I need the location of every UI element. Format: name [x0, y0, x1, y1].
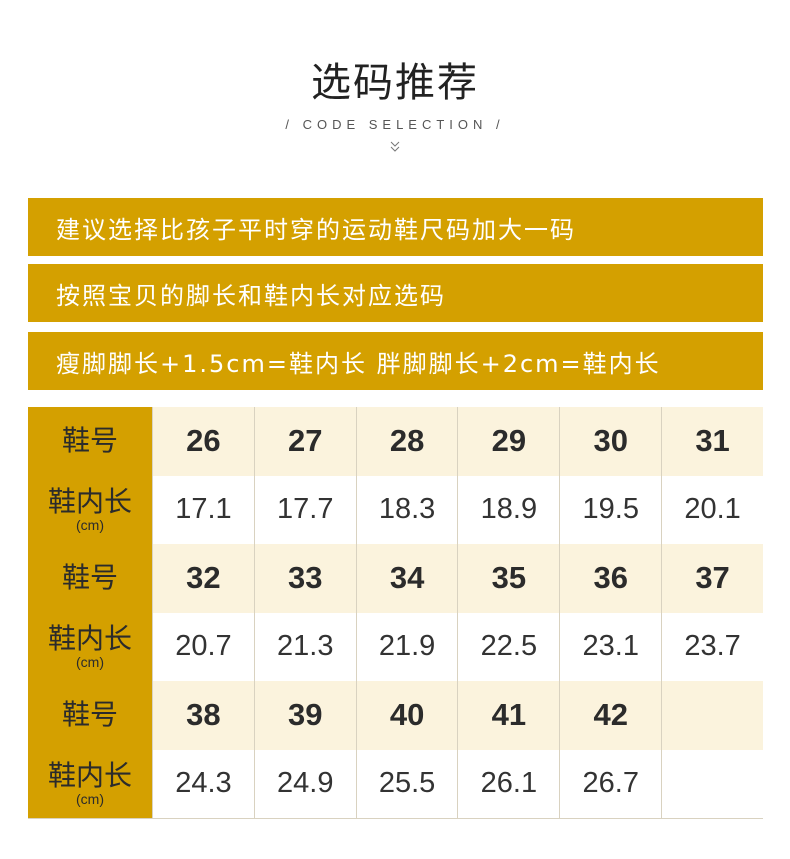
- size-cell: 42: [559, 681, 662, 750]
- length-cell: 25.5: [355, 749, 458, 818]
- tip-banner-1: 建议选择比孩子平时穿的运动鞋尺码加大一码: [28, 198, 763, 256]
- size-cell: 37: [661, 544, 763, 613]
- length-cell: 26.7: [559, 749, 662, 818]
- length-header: 鞋内长 (cm): [28, 612, 152, 681]
- length-unit: (cm): [76, 653, 104, 670]
- size-header: 鞋号: [28, 407, 152, 476]
- size-cell: 27: [253, 407, 356, 476]
- tip-banner-3: 瘦脚脚长+1.5cm=鞋内长 胖脚脚长+2cm=鞋内长: [28, 332, 763, 390]
- size-row: 鞋号 32 33 34 35 36 37: [28, 544, 763, 613]
- size-cell: 26: [152, 407, 254, 476]
- length-cell: 23.7: [661, 612, 763, 681]
- size-cell: 28: [355, 407, 458, 476]
- size-cell: 40: [355, 681, 458, 750]
- length-cell: 18.3: [355, 475, 458, 544]
- size-cell: 33: [253, 544, 356, 613]
- length-cell: 24.9: [253, 749, 356, 818]
- size-cell: 38: [152, 681, 254, 750]
- size-cell: 34: [355, 544, 458, 613]
- size-row: 鞋号 38 39 40 41 42: [28, 681, 763, 750]
- length-label: 鞋内长: [47, 758, 132, 792]
- length-cell: 17.1: [152, 475, 254, 544]
- length-row: 鞋内长 (cm) 24.3 24.9 25.5 26.1 26.7: [28, 749, 763, 818]
- length-cell: 18.9: [457, 475, 560, 544]
- size-cell: 29: [457, 407, 560, 476]
- size-label: 鞋号: [61, 698, 118, 732]
- size-cell: 39: [253, 681, 356, 750]
- length-label: 鞋内长: [47, 621, 132, 655]
- size-cell: 31: [661, 407, 763, 476]
- length-unit: (cm): [76, 790, 104, 807]
- length-cell: 24.3: [152, 749, 254, 818]
- size-cell-empty: [661, 681, 763, 750]
- size-cell: 30: [559, 407, 662, 476]
- length-cell: 20.7: [152, 612, 254, 681]
- size-cell: 41: [457, 681, 560, 750]
- size-cell: 32: [152, 544, 254, 613]
- length-row: 鞋内长 (cm) 17.1 17.7 18.3 18.9 19.5 20.1: [28, 475, 763, 544]
- length-header: 鞋内长 (cm): [28, 475, 152, 544]
- length-label: 鞋内长: [47, 484, 132, 518]
- size-header: 鞋号: [28, 681, 152, 750]
- length-cell: 21.3: [253, 612, 356, 681]
- size-row: 鞋号 26 27 28 29 30 31: [28, 407, 763, 476]
- length-header: 鞋内长 (cm): [28, 749, 152, 818]
- table-bottom-divider: [28, 818, 763, 819]
- page-title: 选码推荐: [311, 60, 479, 106]
- length-cell: 19.5: [559, 475, 662, 544]
- size-cell: 36: [559, 544, 662, 613]
- size-header: 鞋号: [28, 544, 152, 613]
- length-unit: (cm): [76, 516, 104, 533]
- page-subtitle: / CODE SELECTION /: [285, 117, 505, 132]
- chevron-down-icon: [390, 141, 400, 152]
- length-cell: 20.1: [661, 475, 763, 544]
- tip-banner-2: 按照宝贝的脚长和鞋内长对应选码: [28, 264, 763, 322]
- size-table: 鞋号 26 27 28 29 30 31 鞋内长 (cm) 17.1 17.7 …: [28, 407, 763, 818]
- length-cell: 26.1: [457, 749, 560, 818]
- size-label: 鞋号: [61, 424, 118, 458]
- length-cell: 17.7: [253, 475, 356, 544]
- size-cell: 35: [457, 544, 560, 613]
- size-label: 鞋号: [61, 561, 118, 595]
- length-cell: 21.9: [355, 612, 458, 681]
- length-cell: 22.5: [457, 612, 560, 681]
- length-row: 鞋内长 (cm) 20.7 21.3 21.9 22.5 23.1 23.7: [28, 612, 763, 681]
- length-cell-empty: [661, 749, 763, 818]
- length-cell: 23.1: [559, 612, 662, 681]
